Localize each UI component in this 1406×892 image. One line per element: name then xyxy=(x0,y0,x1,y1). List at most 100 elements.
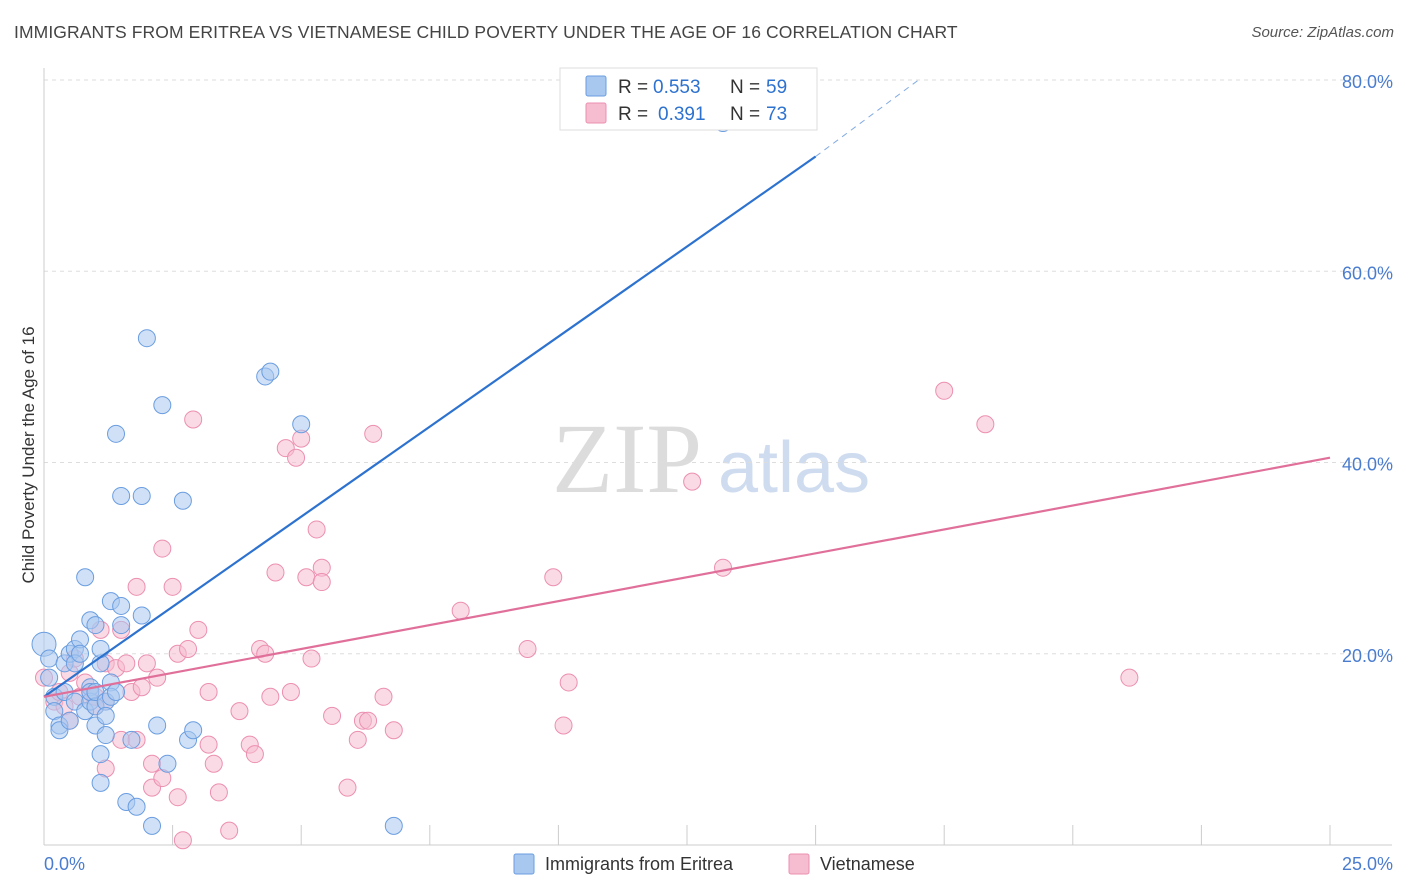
eritrea-trend-line xyxy=(43,155,817,698)
eritrea-point xyxy=(143,816,162,835)
vietnamese-point xyxy=(261,687,280,706)
watermark: ZIP atlas xyxy=(552,403,870,514)
legend-r-value-vietnamese: 0.391 xyxy=(658,104,706,125)
vietnamese-point xyxy=(220,821,239,840)
vietnamese-point xyxy=(348,730,367,749)
vietnamese-point xyxy=(302,649,321,668)
vietnamese-point xyxy=(127,577,146,596)
legend-r-value-eritrea: 0.553 xyxy=(653,77,701,98)
eritrea-point xyxy=(60,711,79,730)
vietnamese-point xyxy=(559,673,578,692)
vietnamese-point xyxy=(1120,668,1139,687)
vietnamese-point xyxy=(179,639,198,658)
eritrea-point xyxy=(107,683,126,701)
eritrea-point xyxy=(173,491,192,510)
vietnamese-point xyxy=(287,448,306,467)
eritrea-point xyxy=(91,639,110,658)
vietnamese-point xyxy=(137,654,156,673)
eritrea-point xyxy=(153,396,172,415)
vietnamese-point xyxy=(976,415,995,434)
eritrea-point xyxy=(107,424,126,443)
legend-n-label: N = xyxy=(730,104,760,125)
eritrea-point xyxy=(384,816,403,835)
vietnamese-point xyxy=(132,678,151,697)
vietnamese-point xyxy=(307,520,326,539)
vietnamese-point xyxy=(230,702,249,721)
tick-labels: 20.0% 40.0% 60.0% 80.0% 0.0% 25.0% xyxy=(44,72,1393,874)
legend: R = 0.553 N = 59 R = 0.391 N = 73 xyxy=(559,67,818,131)
eritrea-point xyxy=(91,773,110,792)
eritrea-point xyxy=(292,415,311,434)
eritrea-point xyxy=(148,716,167,735)
bottom-legend-eritrea: Immigrants from Eritrea xyxy=(545,854,734,874)
vietnamese-point xyxy=(281,683,300,701)
legend-r-label: R = xyxy=(618,77,648,98)
legend-n-value-vietnamese: 73 xyxy=(766,104,787,125)
legend-swatch-vietnamese xyxy=(585,102,607,124)
eritrea-point xyxy=(132,486,151,505)
vietnamese-point xyxy=(117,654,136,673)
legend-row-eritrea: R = 0.553 N = 59 xyxy=(585,75,787,98)
bottom-legend: Immigrants from Eritrea Vietnamese xyxy=(513,853,915,875)
eritrea-point xyxy=(158,754,177,773)
vietnamese-point xyxy=(209,783,228,802)
source-credit: Source: ZipAtlas.com xyxy=(1251,24,1394,41)
vietnamese-point xyxy=(384,721,403,740)
vietnamese-point xyxy=(359,711,378,730)
eritrea-point xyxy=(96,726,115,745)
eritrea-point xyxy=(112,486,131,505)
legend-n-label: N = xyxy=(730,77,760,98)
y-axis-label: Child Poverty Under the Age of 16 xyxy=(19,326,38,583)
eritrea-points xyxy=(31,114,733,835)
eritrea-point xyxy=(122,730,141,749)
axes xyxy=(43,68,1392,846)
vietnamese-point xyxy=(451,601,470,620)
vietnamese-point xyxy=(189,620,208,639)
vietnamese-point xyxy=(173,831,192,850)
x-tick-label: 25.0% xyxy=(1342,854,1393,874)
eritrea-point xyxy=(137,329,156,348)
vietnamese-point xyxy=(199,735,218,754)
eritrea-point xyxy=(184,721,203,740)
eritrea-point xyxy=(86,616,105,635)
legend-swatch-eritrea xyxy=(585,75,607,97)
legend-r-label: R = xyxy=(618,104,648,125)
chart-title: IMMIGRANTS FROM ERITREA VS VIETNAMESE CH… xyxy=(14,22,958,42)
bottom-legend-vietnamese: Vietnamese xyxy=(820,854,915,874)
eritrea-point xyxy=(91,745,110,764)
vietnamese-point xyxy=(163,577,182,596)
trend-lines xyxy=(43,79,1331,698)
vietnamese-point xyxy=(312,573,331,592)
vietnamese-trend-line xyxy=(43,456,1331,698)
eritrea-point xyxy=(71,644,90,663)
eritrea-trend-extension xyxy=(815,79,919,157)
watermark-zip: ZIP xyxy=(552,403,702,514)
x-tick-label: 0.0% xyxy=(44,854,85,874)
legend-n-value-eritrea: 59 xyxy=(766,77,787,98)
vietnamese-point xyxy=(518,639,537,658)
bottom-legend-swatch-eritrea xyxy=(513,853,535,875)
eritrea-point xyxy=(96,706,115,725)
eritrea-point xyxy=(261,362,280,381)
y-tick-label: 60.0% xyxy=(1342,263,1393,283)
vietnamese-point xyxy=(714,558,733,577)
vietnamese-point xyxy=(184,410,203,429)
vietnamese-point xyxy=(266,563,285,582)
eritrea-point xyxy=(112,596,131,615)
vietnamese-point xyxy=(143,754,162,773)
vietnamese-point xyxy=(544,568,563,587)
vietnamese-points xyxy=(35,381,1139,850)
vietnamese-point xyxy=(204,754,223,773)
eritrea-point xyxy=(112,616,131,635)
eritrea-point xyxy=(132,606,151,625)
eritrea-point xyxy=(127,797,146,816)
vietnamese-point xyxy=(297,568,316,587)
vietnamese-point xyxy=(364,424,383,443)
eritrea-point xyxy=(76,568,95,587)
vietnamese-point xyxy=(935,381,954,400)
legend-row-vietnamese: R = 0.391 N = 73 xyxy=(585,102,787,125)
y-tick-label: 20.0% xyxy=(1342,646,1393,666)
vietnamese-point xyxy=(153,539,172,558)
y-tick-label: 40.0% xyxy=(1342,455,1393,475)
